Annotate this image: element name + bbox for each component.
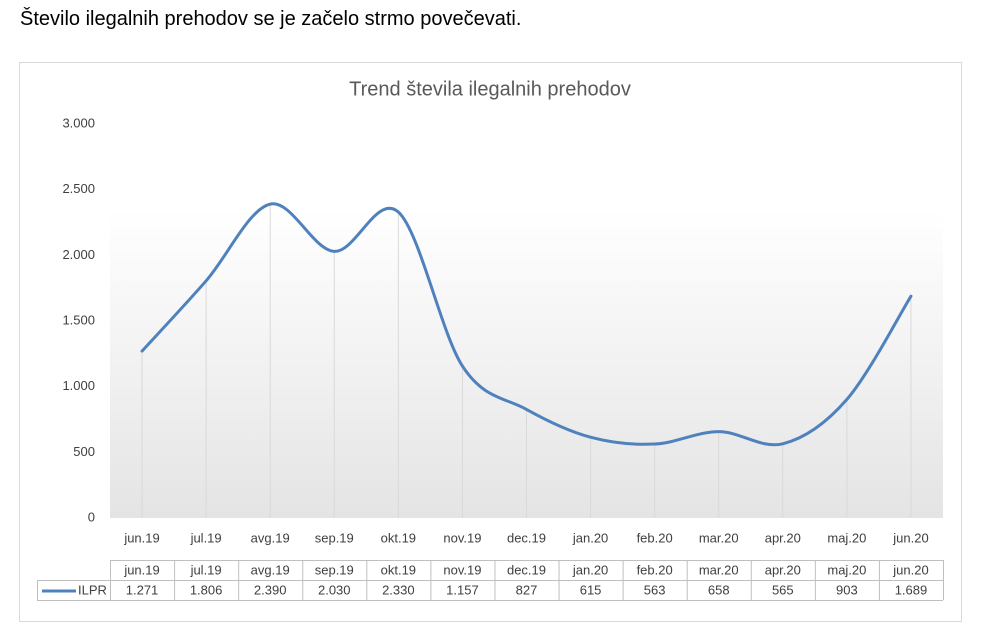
table-header: avg.19: [251, 562, 290, 577]
data-label: 2.330: [382, 582, 415, 597]
series-line: [140, 202, 913, 447]
table-header: nov.19: [443, 562, 481, 577]
table-header: apr.20: [765, 562, 801, 577]
x-tick-label: apr.20: [765, 530, 801, 545]
y-tick-label: 3.000: [62, 115, 95, 130]
data-label: 2.390: [254, 582, 287, 597]
legend-label: ILPR: [78, 582, 107, 597]
heading: Število ilegalnih prehodov se je začelo …: [20, 8, 522, 30]
data-label: 563: [644, 582, 666, 597]
x-tick-label: jun.19: [123, 530, 159, 545]
table-header: jun.20: [892, 562, 928, 577]
table-header: okt.19: [381, 562, 416, 577]
x-tick-label: dec.19: [507, 530, 546, 545]
x-tick-label: jun.20: [892, 530, 928, 545]
chart-title: Trend števila ilegalnih prehodov: [349, 78, 631, 100]
y-tick-label: 500: [73, 444, 95, 459]
x-tick-label: mar.20: [699, 530, 739, 545]
table-header: maj.20: [827, 562, 866, 577]
x-tick-label: feb.20: [637, 530, 673, 545]
table-header: jan.20: [572, 562, 608, 577]
y-tick-label: 2.500: [62, 181, 95, 196]
x-tick-label: jan.20: [572, 530, 608, 545]
x-tick-label: sep.19: [315, 530, 354, 545]
data-label: 658: [708, 582, 730, 597]
table-header: jul.19: [190, 562, 222, 577]
x-tick-label: nov.19: [443, 530, 481, 545]
table-header: mar.20: [699, 562, 739, 577]
y-tick-label: 1.500: [62, 312, 95, 327]
data-label: 903: [836, 582, 858, 597]
data-label: 615: [580, 582, 602, 597]
data-label: 1.157: [446, 582, 479, 597]
table-header: dec.19: [507, 562, 546, 577]
table-header: jun.19: [123, 562, 159, 577]
x-tick-label: maj.20: [827, 530, 866, 545]
data-label: 565: [772, 582, 794, 597]
data-label: 827: [516, 582, 538, 597]
x-tick-label: okt.19: [381, 530, 416, 545]
x-tick-label: avg.19: [251, 530, 290, 545]
data-label: 1.806: [190, 582, 223, 597]
data-label: 1.271: [126, 582, 159, 597]
data-label: 1.689: [895, 582, 928, 597]
table-header: feb.20: [637, 562, 673, 577]
y-tick-label: 0: [88, 509, 95, 524]
data-label: 2.030: [318, 582, 351, 597]
x-tick-label: jul.19: [190, 530, 222, 545]
y-tick-label: 1.000: [62, 378, 95, 393]
y-tick-label: 2.000: [62, 247, 95, 262]
table-header: sep.19: [315, 562, 354, 577]
